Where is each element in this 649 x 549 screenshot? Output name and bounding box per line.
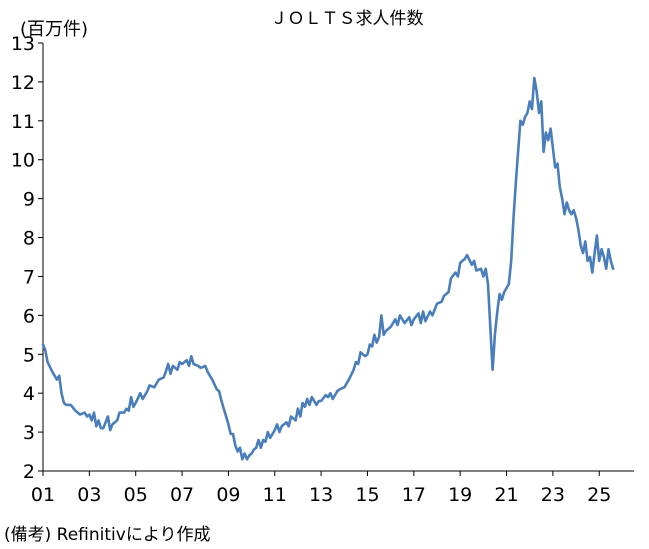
- x-tick-label: 23: [541, 484, 565, 506]
- x-tick-label: 21: [494, 484, 518, 506]
- y-tick-label: 9: [23, 189, 35, 211]
- x-tick-label: 03: [77, 484, 101, 506]
- y-tick-label: 10: [11, 150, 35, 172]
- series-group: [41, 76, 615, 461]
- y-tick-label: 3: [23, 422, 35, 444]
- y-tick-label: 2: [23, 461, 35, 483]
- x-tick-label: 15: [355, 484, 379, 506]
- y-tick-label: 11: [11, 111, 35, 133]
- axes: [42, 43, 634, 472]
- y-tick-label: 13: [11, 33, 35, 55]
- x-tick-label: 17: [402, 484, 426, 506]
- y-tick-label: 4: [23, 383, 35, 405]
- y-tick-label: 12: [11, 72, 35, 94]
- y-tick-label: 7: [23, 266, 35, 288]
- x-tick-label: 05: [124, 484, 148, 506]
- y-tick-label: 8: [23, 228, 35, 250]
- x-tick-label: 09: [216, 484, 240, 506]
- source-note: (備考) Refinitivにより作成: [4, 525, 211, 545]
- x-tick-label: 19: [448, 484, 472, 506]
- x-tick-label: 13: [309, 484, 333, 506]
- x-axis-ticks: 01 03 05 07 09 11 13 15 17 19 21 23 25: [31, 471, 611, 506]
- y-unit-label: (百万件): [20, 19, 88, 40]
- series-line: [41, 76, 615, 461]
- y-tick-label: 6: [23, 305, 35, 327]
- y-axis-ticks: 2 3 4 5 6 7 8 9 10 11 12 13: [11, 33, 43, 483]
- chart-title: ＪＯＬＴＳ求人件数: [271, 9, 424, 29]
- x-tick-label: 25: [587, 484, 611, 506]
- x-tick-label: 11: [263, 484, 287, 506]
- x-tick-label: 07: [170, 484, 194, 506]
- x-tick-label: 01: [31, 484, 55, 506]
- y-tick-label: 5: [23, 344, 35, 366]
